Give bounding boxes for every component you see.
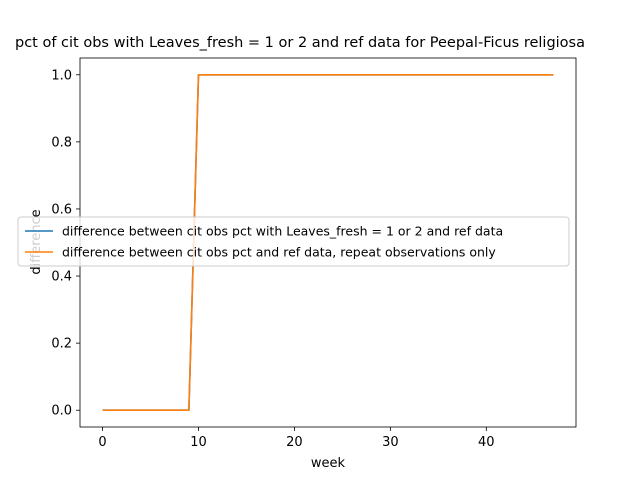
y-tick-label-3: 0.6 — [51, 202, 72, 217]
x-tick-label-4: 40 — [478, 435, 495, 450]
x-axis-label: week — [311, 456, 346, 471]
x-tick-label-3: 30 — [382, 435, 399, 450]
x-tick-label-0: 0 — [98, 435, 106, 450]
chart-title: pct of cit obs with Leaves_fresh = 1 or … — [15, 35, 585, 51]
legend: difference between cit obs pct with Leav… — [17, 216, 570, 267]
y-tick-label-2: 0.4 — [51, 270, 72, 285]
x-tick-label-2: 20 — [286, 435, 303, 450]
y-tick-label-5: 1.0 — [51, 68, 72, 83]
legend-entry-1: difference between cit obs pct with Leav… — [62, 224, 503, 239]
y-tick-label-0: 0.0 — [51, 404, 72, 419]
legend-entry-2: difference between cit obs pct and ref d… — [62, 245, 496, 260]
y-tick-label-4: 0.8 — [51, 135, 72, 150]
y-tick-label-1: 0.2 — [51, 337, 72, 352]
legend-box — [17, 216, 570, 267]
x-tick-label-1: 10 — [190, 435, 207, 450]
